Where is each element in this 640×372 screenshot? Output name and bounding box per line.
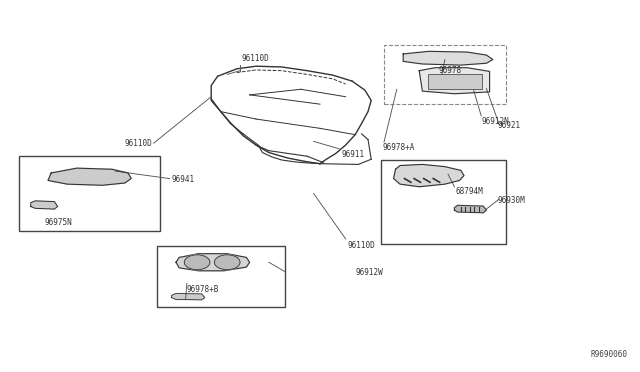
Text: 96110D: 96110D	[242, 54, 269, 63]
Polygon shape	[454, 205, 486, 213]
Text: 96941: 96941	[172, 175, 195, 184]
Polygon shape	[176, 254, 250, 271]
Polygon shape	[172, 294, 205, 300]
Text: 96911: 96911	[341, 150, 364, 158]
Polygon shape	[31, 201, 58, 209]
Text: 96912W: 96912W	[355, 268, 383, 277]
Text: 96975N: 96975N	[45, 218, 72, 227]
Polygon shape	[48, 168, 131, 185]
Text: 96110D: 96110D	[125, 140, 152, 148]
Text: 96921: 96921	[498, 121, 521, 130]
Polygon shape	[394, 164, 464, 187]
Text: 96978+B: 96978+B	[187, 285, 220, 294]
Bar	[428, 74, 482, 89]
Text: 68794M: 68794M	[456, 187, 483, 196]
Text: R9690060: R9690060	[590, 350, 627, 359]
Text: 96110D: 96110D	[348, 241, 375, 250]
Text: 96912N: 96912N	[481, 117, 509, 126]
Text: 96978: 96978	[438, 66, 461, 75]
Circle shape	[184, 255, 210, 270]
Circle shape	[214, 255, 240, 270]
Text: 96978+A: 96978+A	[383, 143, 415, 152]
Polygon shape	[419, 68, 490, 94]
Polygon shape	[403, 51, 493, 65]
Text: 96930M: 96930M	[498, 196, 525, 205]
